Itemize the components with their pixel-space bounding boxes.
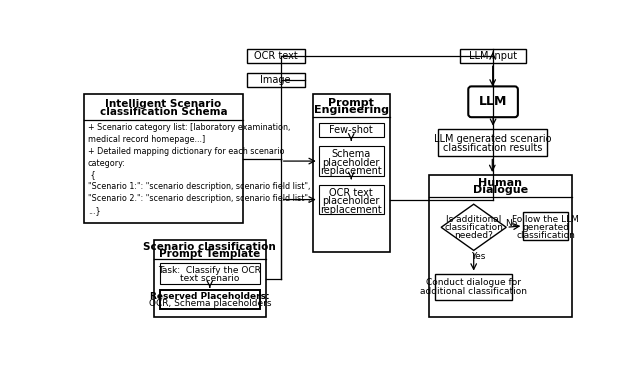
FancyBboxPatch shape [468,86,518,117]
Text: replacement: replacement [321,204,382,215]
Text: Conduct dialogue for: Conduct dialogue for [426,278,521,287]
Text: Schema: Schema [332,149,371,159]
Text: additional classification: additional classification [420,287,527,297]
Text: Yes: Yes [471,252,486,261]
Text: LLM Input: LLM Input [468,51,516,61]
FancyBboxPatch shape [312,94,390,252]
Text: replacement: replacement [321,166,382,176]
Text: Intelligent Scenario: Intelligent Scenario [105,99,221,109]
Text: LLM generated scenario: LLM generated scenario [433,134,551,144]
Text: + Scenario category list: [laboratory examination,
medical record homepage...]
+: + Scenario category list: [laboratory ex… [88,123,310,215]
Text: text scenario: text scenario [180,274,239,283]
FancyBboxPatch shape [246,73,305,87]
Text: OCR text: OCR text [330,188,373,198]
Text: classification Schema: classification Schema [99,107,227,117]
Text: classification results: classification results [443,143,542,153]
Text: generated: generated [522,223,569,232]
Text: Dialogue: Dialogue [473,185,528,195]
FancyBboxPatch shape [319,146,384,176]
FancyBboxPatch shape [319,123,384,137]
FancyBboxPatch shape [438,129,547,156]
FancyBboxPatch shape [429,175,572,317]
Text: Task:  Classify the OCR: Task: Classify the OCR [158,266,261,275]
FancyBboxPatch shape [84,94,243,224]
Text: Prompt Template: Prompt Template [159,249,260,259]
Polygon shape [441,204,506,250]
Text: No: No [506,219,518,228]
Text: OCR, Schema placeholders: OCR, Schema placeholders [148,299,271,308]
Text: Scenario classification: Scenario classification [143,241,276,251]
FancyBboxPatch shape [160,263,260,284]
Text: classification: classification [516,230,575,240]
Text: Is additional: Is additional [446,215,501,224]
FancyBboxPatch shape [460,50,525,63]
Text: Image: Image [260,75,291,85]
Text: Follow the LLM: Follow the LLM [513,215,579,224]
Text: Few-shot: Few-shot [330,125,373,135]
FancyBboxPatch shape [524,212,568,240]
Text: classification: classification [444,223,503,232]
Text: Prompt: Prompt [328,98,374,108]
Text: placeholder: placeholder [323,196,380,206]
Text: needed?: needed? [454,230,493,240]
FancyBboxPatch shape [246,50,305,63]
FancyBboxPatch shape [160,290,260,309]
Text: Human: Human [479,178,522,188]
Text: LLM: LLM [479,95,508,108]
FancyBboxPatch shape [154,240,266,317]
Text: Engineering: Engineering [314,105,388,115]
Text: Reserved Placeholders:: Reserved Placeholders: [150,292,269,301]
Text: OCR text: OCR text [254,51,298,61]
FancyBboxPatch shape [435,273,513,300]
Text: placeholder: placeholder [323,157,380,168]
FancyBboxPatch shape [319,185,384,214]
